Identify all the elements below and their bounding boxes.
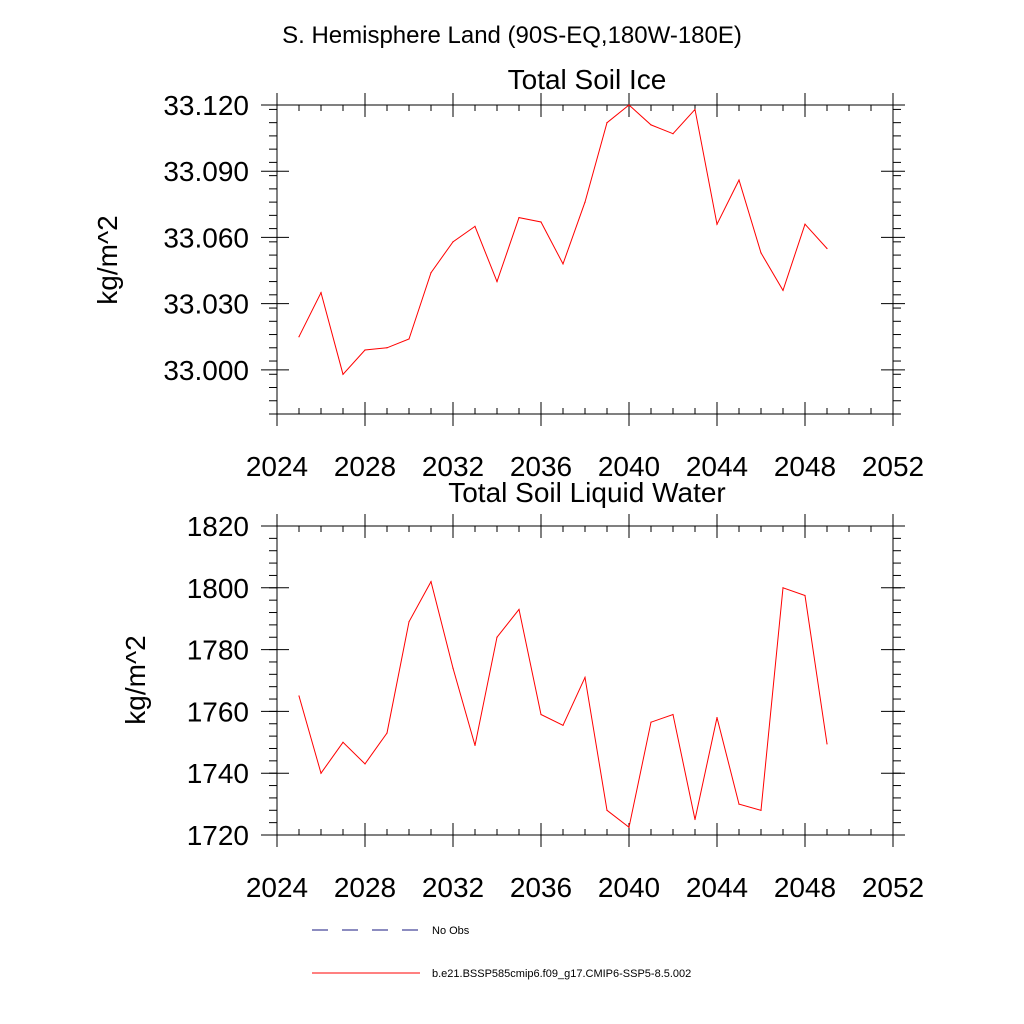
series-line xyxy=(298,580,828,829)
data-point xyxy=(606,809,608,811)
x-tick-label: 2028 xyxy=(334,872,396,903)
chart-title: Total Soil Liquid Water xyxy=(448,477,726,508)
x-tick-label: 2048 xyxy=(774,872,836,903)
data-point xyxy=(408,621,410,623)
data-point xyxy=(562,724,564,726)
x-tick-label: 2032 xyxy=(422,872,484,903)
data-point xyxy=(650,721,652,723)
data-point xyxy=(342,741,344,743)
y-tick-label: 33.060 xyxy=(163,222,249,253)
y-tick-label: 33.090 xyxy=(163,156,249,187)
legend: No Obs b.e21.BSSP585cmip6.f09_g17.CMIP6-… xyxy=(312,925,691,980)
data-point xyxy=(474,744,476,746)
y-tick-label: 1800 xyxy=(187,573,249,604)
data-point xyxy=(408,338,410,340)
x-tick-label: 2040 xyxy=(598,451,660,482)
data-point xyxy=(320,292,322,294)
x-tick-label: 2048 xyxy=(774,451,836,482)
y-tick-label: 1720 xyxy=(187,820,249,851)
x-tick-label: 2040 xyxy=(598,872,660,903)
data-point xyxy=(804,223,806,225)
x-tick-label: 2028 xyxy=(334,451,396,482)
data-point xyxy=(540,221,542,223)
data-point xyxy=(386,347,388,349)
x-tick-label: 2044 xyxy=(686,872,748,903)
data-point xyxy=(562,263,564,265)
x-tick-label: 2024 xyxy=(246,451,308,482)
data-point xyxy=(584,201,586,203)
x-tick-label: 2036 xyxy=(510,872,572,903)
series-line xyxy=(298,104,828,376)
data-point xyxy=(782,289,784,291)
data-point xyxy=(672,133,674,135)
data-point xyxy=(716,223,718,225)
data-point xyxy=(760,809,762,811)
data-point xyxy=(628,104,630,106)
plot-frame xyxy=(276,104,894,415)
data-point xyxy=(694,818,696,821)
x-tick-label: 2036 xyxy=(510,451,572,482)
data-point xyxy=(826,247,828,250)
y-tick-label: 1740 xyxy=(187,758,249,789)
y-tick-label: 33.030 xyxy=(163,289,249,320)
data-point xyxy=(650,124,652,126)
data-point xyxy=(716,716,718,719)
data-point xyxy=(628,826,630,828)
data-point xyxy=(804,594,806,597)
panel-total-soil-ice: Total Soil Ice kg/m^2 2024 2028 2032 2036 20… xyxy=(92,64,924,482)
data-point xyxy=(738,179,740,181)
x-tick-label: 2044 xyxy=(686,451,748,482)
data-point xyxy=(540,713,542,716)
data-point xyxy=(606,122,608,124)
data-point xyxy=(782,587,784,589)
data-point xyxy=(672,713,674,716)
data-point xyxy=(518,608,520,611)
y-tick-label: 1760 xyxy=(187,696,249,727)
data-point xyxy=(430,581,432,583)
y-axis-label: kg/m^2 xyxy=(92,215,123,304)
data-point xyxy=(694,108,696,111)
data-point xyxy=(738,803,740,805)
panel-total-soil-liquid-water: Total Soil Liquid Water kg/m^2 2024 2028 2… xyxy=(120,477,924,903)
data-point xyxy=(474,225,476,227)
legend-label-model: b.e21.BSSP585cmip6.f09_g17.CMIP6-SSP5-8.… xyxy=(432,968,691,980)
legend-label-no-obs: No Obs xyxy=(432,925,470,937)
data-point xyxy=(826,743,828,745)
data-point xyxy=(430,272,432,274)
data-point xyxy=(760,252,762,254)
data-point xyxy=(298,336,300,338)
y-tick-label: 1780 xyxy=(187,635,249,666)
plot-frame xyxy=(276,525,894,836)
data-point xyxy=(364,349,366,351)
data-point xyxy=(386,732,388,734)
x-tick-label: 2032 xyxy=(422,451,484,482)
data-point xyxy=(320,772,322,774)
data-point xyxy=(518,216,520,219)
y-tick-label: 1820 xyxy=(187,511,249,542)
data-point xyxy=(584,676,586,679)
x-tick-label: 2024 xyxy=(246,872,308,903)
x-tick-label: 2052 xyxy=(862,451,924,482)
y-tick-label: 33.000 xyxy=(163,355,249,386)
data-point xyxy=(298,695,300,697)
y-tick-label: 33.120 xyxy=(163,90,249,121)
data-point xyxy=(364,763,366,765)
suptitle: S. Hemisphere Land (90S-EQ,180W-180E) xyxy=(282,22,742,49)
data-point xyxy=(452,667,454,669)
chart-title: Total Soil Ice xyxy=(508,64,667,95)
data-point xyxy=(496,280,498,283)
y-axis-label: kg/m^2 xyxy=(120,635,151,724)
data-point xyxy=(452,241,454,243)
x-tick-label: 2052 xyxy=(862,872,924,903)
data-point xyxy=(496,636,498,638)
data-point xyxy=(342,373,344,375)
